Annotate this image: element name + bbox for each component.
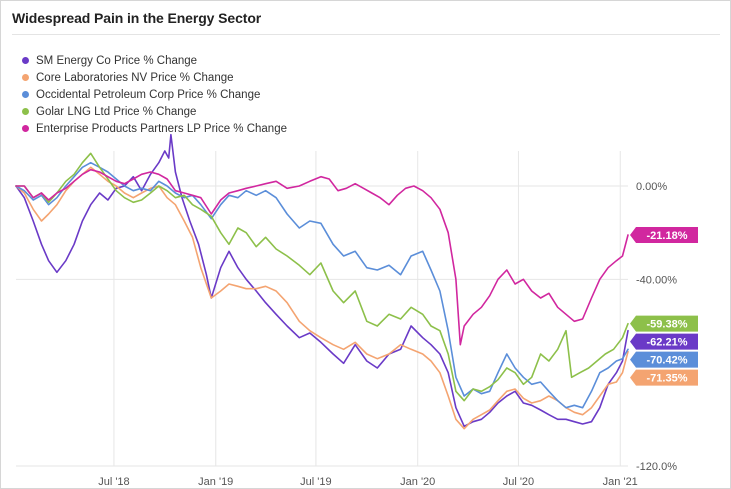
series-line-sm-energy-co-price-change xyxy=(15,133,629,428)
end-label-tag xyxy=(630,315,698,332)
end-label-tag xyxy=(630,369,698,386)
end-label-sm-energy-co-price-change: -62.21% xyxy=(630,333,698,350)
legend-label: Occidental Petroleum Corp Price % Change xyxy=(36,88,261,101)
x-tick-label: Jan '19 xyxy=(198,476,233,488)
legend-label: Core Laboratories NV Price % Change xyxy=(36,71,234,84)
legend-item-occidental-petroleum-corp-price-change[interactable]: Occidental Petroleum Corp Price % Change xyxy=(22,86,287,103)
end-label-value: -21.18% xyxy=(647,230,688,242)
x-tick-label: Jan '21 xyxy=(603,476,638,488)
end-label-occidental-petroleum-corp-price-change: -70.42% xyxy=(630,351,698,368)
legend-swatch xyxy=(22,108,29,115)
legend-item-enterprise-products-partners-lp-price-change[interactable]: Enterprise Products Partners LP Price % … xyxy=(22,120,287,137)
x-tick-label: Jul '18 xyxy=(98,476,129,488)
legend-item-core-laboratories-nv-price-change[interactable]: Core Laboratories NV Price % Change xyxy=(22,69,287,86)
y-tick-label: -120.0% xyxy=(636,461,677,473)
series-line-occidental-petroleum-corp-price-change xyxy=(15,161,629,409)
series-line-enterprise-products-partners-lp-price-change xyxy=(15,168,629,346)
end-label-core-laboratories-nv-price-change: -71.35% xyxy=(630,369,698,386)
series-line-core-laboratories-nv-price-change xyxy=(15,166,629,430)
legend: SM Energy Co Price % Change Core Laborato… xyxy=(22,52,287,137)
legend-swatch xyxy=(22,125,29,132)
end-labels: -21.18% -59.38% -62.21% -70.42% -71.35% xyxy=(630,227,698,386)
chart-title: Widespread Pain in the Energy Sector xyxy=(12,10,262,26)
end-label-enterprise-products-partners-lp-price-change: -21.18% xyxy=(630,227,698,243)
x-axis: Jul '18 Jan '19 Jul '19 Jan '20 Jul '20 Jan '… xyxy=(98,476,638,488)
end-label-golar-lng-ltd-price-change: -59.38% xyxy=(630,315,698,332)
legend-item-golar-lng-ltd-price-change[interactable]: Golar LNG Ltd Price % Change xyxy=(22,103,287,120)
y-tick-label: -40.00% xyxy=(636,274,677,286)
x-tick-label: Jul '19 xyxy=(300,476,331,488)
title-divider xyxy=(12,34,720,35)
series-lines xyxy=(15,133,629,430)
series-line-golar-lng-ltd-price-change xyxy=(15,152,629,402)
end-label-tag xyxy=(630,227,698,243)
end-label-value: -71.35% xyxy=(647,373,688,385)
end-label-tag xyxy=(630,351,698,368)
x-tick-label: Jul '20 xyxy=(503,476,534,488)
legend-swatch xyxy=(22,74,29,81)
end-label-value: -59.38% xyxy=(647,319,688,331)
y-axis: 0.00% -40.00% -120.0% xyxy=(636,181,677,473)
legend-swatch xyxy=(22,91,29,98)
end-label-tag xyxy=(630,333,698,350)
legend-label: Enterprise Products Partners LP Price % … xyxy=(36,122,287,135)
legend-swatch xyxy=(22,57,29,64)
end-label-value: -70.42% xyxy=(647,355,688,367)
x-tick-label: Jan '20 xyxy=(400,476,435,488)
end-label-value: -62.21% xyxy=(647,337,688,349)
legend-label: SM Energy Co Price % Change xyxy=(36,54,198,67)
y-tick-label: 0.00% xyxy=(636,181,667,193)
legend-label: Golar LNG Ltd Price % Change xyxy=(36,105,197,118)
gridlines xyxy=(16,151,628,467)
legend-item-sm-energy-co-price-change[interactable]: SM Energy Co Price % Change xyxy=(22,52,287,69)
